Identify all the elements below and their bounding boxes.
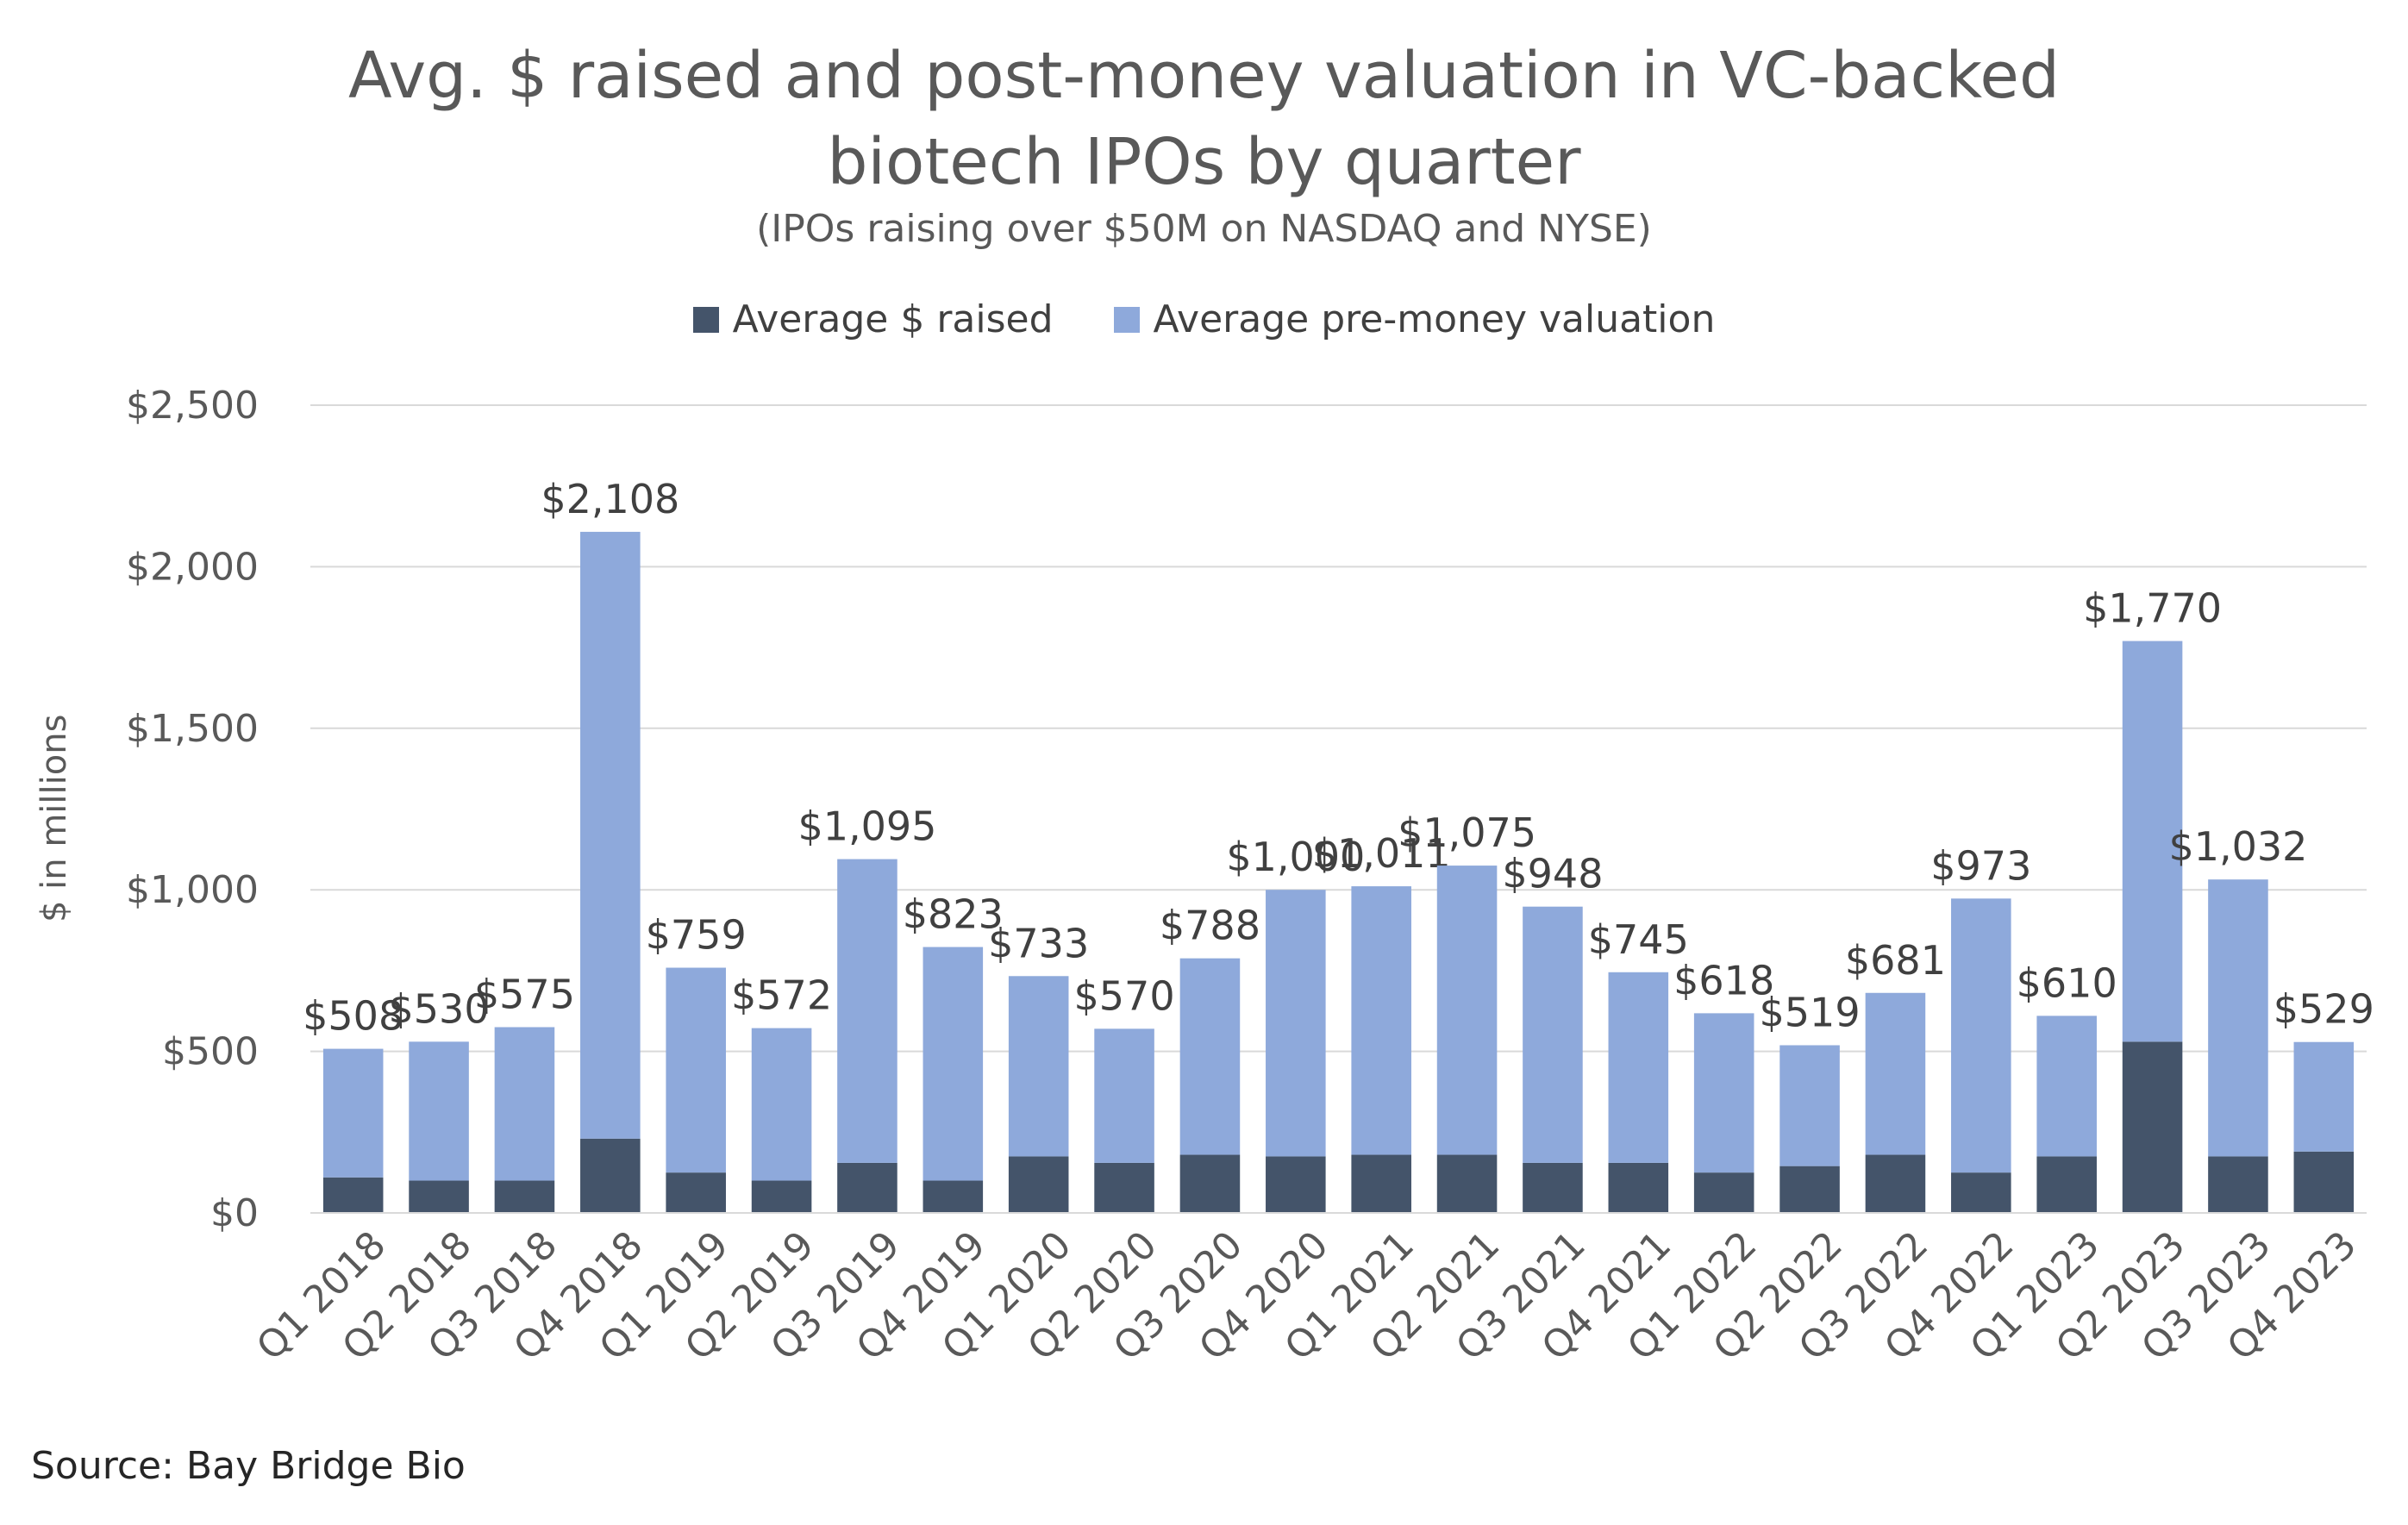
bar-premoney — [494, 1027, 555, 1181]
bar-raised — [1779, 1166, 1840, 1213]
data-label-total: $733 — [988, 920, 1089, 966]
bar-premoney — [1523, 906, 1583, 1163]
bar-premoney — [2122, 641, 2183, 1042]
bar-premoney — [2208, 879, 2268, 1157]
data-label-total: $681 — [1845, 937, 1946, 984]
bar-raised — [1523, 1162, 1583, 1213]
bar-raised — [322, 1177, 384, 1213]
bar-premoney — [580, 531, 641, 1139]
y-tick-label: $2,000 — [126, 545, 259, 589]
legend-swatch-raised — [692, 306, 719, 333]
legend: Average $ raised Average pre-money valua… — [0, 297, 2408, 341]
data-label-total: $745 — [1588, 916, 1689, 963]
bar-premoney — [1865, 992, 1926, 1155]
bar-raised — [1008, 1156, 1069, 1213]
bar-raised — [1179, 1154, 1241, 1213]
bar-premoney — [2293, 1041, 2355, 1152]
bar-raised — [1608, 1162, 1669, 1213]
bar-raised — [494, 1180, 555, 1213]
legend-item-premoney: Average pre-money valuation — [1113, 297, 1716, 341]
data-label-total: $618 — [1673, 957, 1774, 1003]
data-label-total: $1,032 — [2168, 823, 2307, 870]
data-label-total: $973 — [1930, 842, 2031, 889]
bar-premoney — [837, 859, 898, 1163]
bar-raised — [1693, 1172, 1754, 1213]
source-note: Source: Bay Bridge Bio — [31, 1444, 466, 1488]
y-tick-label: $500 — [162, 1030, 259, 1074]
bar-premoney — [409, 1041, 469, 1181]
chart-title-line2: biotech IPOs by quarter — [827, 125, 1581, 199]
data-label-total: $1,000 — [1226, 834, 1365, 880]
y-tick-label: $2,500 — [126, 384, 259, 428]
data-label-total: $1,075 — [1398, 809, 1536, 856]
y-tick-label: $0 — [210, 1191, 259, 1235]
bar-raised — [751, 1180, 812, 1213]
bar-premoney — [1094, 1028, 1154, 1163]
chart-subtitle: (IPOs raising over $50M on NASDAQ and NY… — [756, 207, 1652, 251]
data-label-total: $759 — [646, 912, 747, 959]
data-label-total: $572 — [731, 972, 832, 1019]
bar-raised — [1951, 1172, 2011, 1213]
bar-premoney — [1608, 972, 1669, 1163]
data-label-total: $823 — [903, 891, 1004, 938]
data-label-total: $788 — [1160, 903, 1260, 949]
data-label-total: $519 — [1760, 989, 1861, 1035]
bar-raised — [2208, 1156, 2268, 1213]
data-label-total: $575 — [474, 971, 575, 1017]
legend-label-raised: Average $ raised — [732, 297, 1054, 341]
data-label-total: $529 — [2274, 986, 2374, 1033]
data-label-total: $948 — [1502, 851, 1603, 897]
data-label-total: $1,011 — [1312, 830, 1451, 877]
y-tick-label: $1,000 — [126, 868, 259, 912]
bar-raised — [1865, 1154, 1926, 1213]
bar-raised — [2293, 1151, 2355, 1213]
bar-raised — [409, 1180, 469, 1213]
bar-premoney — [1179, 958, 1241, 1155]
bar-raised — [666, 1172, 726, 1213]
chart-title-line1: Avg. $ raised and post-money valuation i… — [348, 39, 2060, 113]
bar-premoney — [1266, 890, 1326, 1157]
bar-raised — [1436, 1154, 1498, 1213]
bar-premoney — [2036, 1016, 2097, 1157]
bar-raised — [1266, 1156, 1326, 1213]
bar-raised — [923, 1180, 984, 1213]
legend-swatch-premoney — [1113, 306, 1140, 333]
data-label-total: $530 — [389, 985, 490, 1032]
data-label-total: $610 — [2017, 959, 2117, 1006]
data-label-total: $508 — [303, 993, 403, 1040]
bar-raised — [1351, 1154, 1411, 1213]
bar-premoney — [1351, 886, 1411, 1155]
bar-premoney — [923, 947, 984, 1181]
bar-premoney — [1436, 866, 1498, 1155]
bar-raised — [580, 1138, 641, 1213]
bar-premoney — [1779, 1045, 1840, 1166]
legend-item-raised: Average $ raised — [692, 297, 1054, 341]
data-label-total: $1,095 — [797, 803, 936, 850]
bar-premoney — [751, 1028, 812, 1181]
data-label-total: $2,108 — [541, 476, 679, 522]
y-tick-label: $1,500 — [126, 707, 259, 751]
bar-raised — [837, 1162, 898, 1213]
data-label-total: $570 — [1074, 972, 1175, 1019]
bar-premoney — [1951, 898, 2011, 1173]
data-label-total: $1,770 — [2083, 585, 2222, 632]
bar-premoney — [666, 967, 726, 1173]
legend-label-premoney: Average pre-money valuation — [1153, 297, 1716, 341]
bar-raised — [2036, 1156, 2097, 1213]
bar-premoney — [1693, 1013, 1754, 1173]
bar-raised — [2122, 1041, 2183, 1213]
bar-raised — [1094, 1162, 1154, 1213]
bar-premoney — [1008, 976, 1069, 1157]
bar-premoney — [322, 1048, 384, 1178]
